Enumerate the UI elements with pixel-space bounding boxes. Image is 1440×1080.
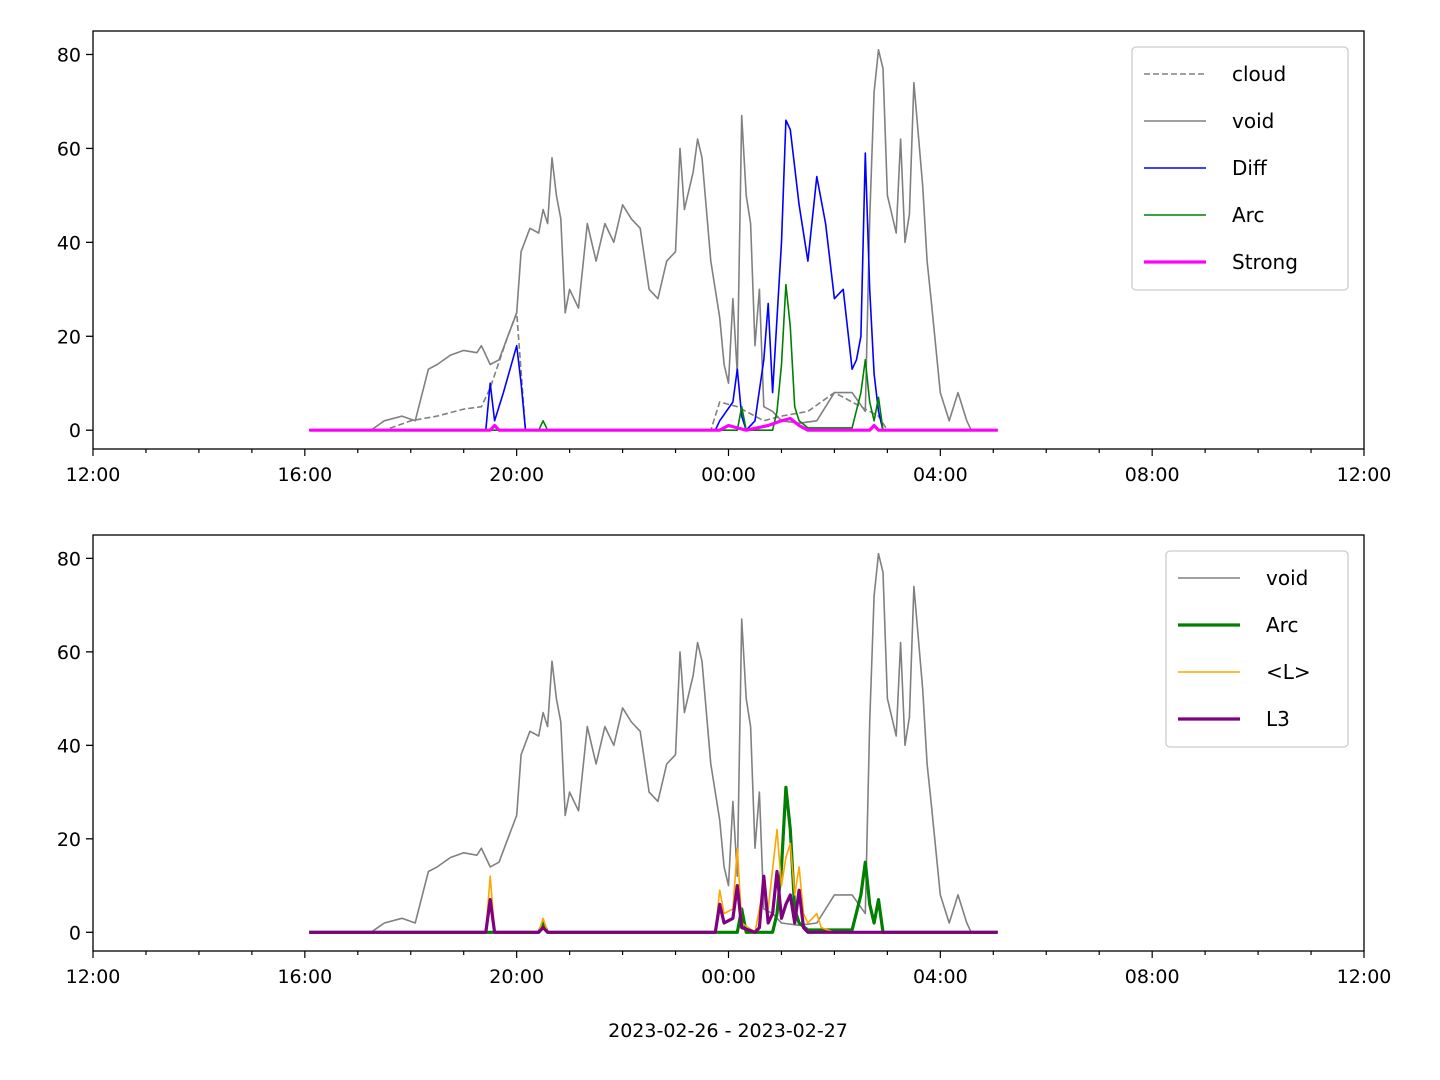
legend-label: Strong xyxy=(1232,250,1298,274)
x-tick-label: 12:00 xyxy=(66,966,121,988)
legend-label: void xyxy=(1266,566,1308,590)
legend-label: cloud xyxy=(1232,62,1286,86)
x-tick-label: 12:00 xyxy=(66,464,121,486)
y-tick-label: 40 xyxy=(57,735,81,757)
x-tick-label: 08:00 xyxy=(1125,464,1180,486)
y-tick-label: 0 xyxy=(69,922,81,944)
y-tick-label: 40 xyxy=(57,232,81,254)
legend-box xyxy=(1165,550,1349,748)
legend-label: void xyxy=(1232,109,1274,133)
x-tick-label: 08:00 xyxy=(1125,966,1180,988)
top-panel: 0 20 40 60 80 12:00 16:00 20:00 00:00 04:00 08:00 1… xyxy=(57,30,1392,486)
series-line-l3 xyxy=(309,869,998,934)
legend-label: Arc xyxy=(1266,613,1298,637)
y-tick-label: 20 xyxy=(57,326,81,348)
series-line-void xyxy=(309,48,998,432)
series-lines xyxy=(309,48,998,432)
legend-box xyxy=(1131,46,1349,291)
x-tick-label: 16:00 xyxy=(277,966,332,988)
y-tick-label: 20 xyxy=(57,829,81,851)
x-tick-label: 12:00 xyxy=(1337,464,1392,486)
legend-label: Arc xyxy=(1232,203,1264,227)
y-tick-label: 0 xyxy=(69,420,81,442)
series-line-void xyxy=(309,552,998,934)
x-tick-label: 12:00 xyxy=(1337,966,1392,988)
x-tick-label: 00:00 xyxy=(701,966,756,988)
x-tick-label: 00:00 xyxy=(701,464,756,486)
legend: void Arc <L> L3 xyxy=(1165,550,1349,748)
legend-label: <L> xyxy=(1266,660,1311,684)
legend-label: L3 xyxy=(1266,707,1290,731)
x-tick-label: 20:00 xyxy=(489,464,544,486)
x-tick-label: 20:00 xyxy=(489,966,544,988)
y-tick-label: 80 xyxy=(57,44,81,66)
x-tick-label: 04:00 xyxy=(913,966,968,988)
x-tick-label: 04:00 xyxy=(913,464,968,486)
series-line-diff xyxy=(309,119,998,432)
legend: cloud void Diff Arc Strong xyxy=(1131,46,1349,291)
y-tick-label: 80 xyxy=(57,548,81,570)
y-tick-label: 60 xyxy=(57,642,81,664)
series-lines xyxy=(309,552,998,934)
series-line-strong xyxy=(309,416,998,432)
x-axis-label: 2023-02-26 - 2023-02-27 xyxy=(608,1020,848,1042)
legend-label: Diff xyxy=(1232,156,1268,180)
bottom-panel: 0 20 40 60 80 12:00 16:00 20:00 00:00 04:00 08:00 1… xyxy=(57,534,1392,988)
x-tick-label: 16:00 xyxy=(277,464,332,486)
y-tick-label: 60 xyxy=(57,138,81,160)
